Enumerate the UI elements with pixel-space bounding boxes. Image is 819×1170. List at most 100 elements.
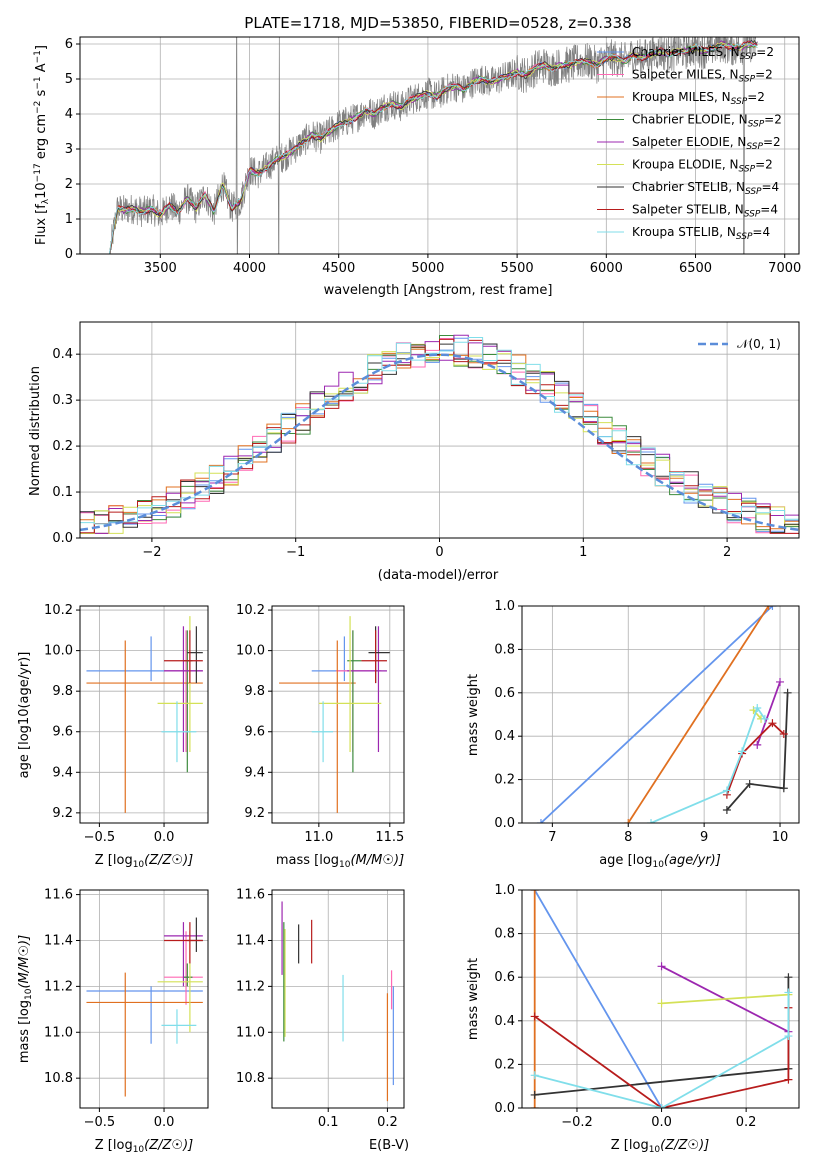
y-tick-label: 4 xyxy=(65,107,73,122)
weight-marker xyxy=(722,786,731,795)
x-tick-label: 1 xyxy=(579,545,587,560)
x-tick-label: −0.5 xyxy=(84,830,116,845)
x-tick-label: 4000 xyxy=(233,261,266,276)
x-tick-label: 0 xyxy=(435,545,443,560)
age-ylabel: age [log10(age/yr)] xyxy=(17,652,32,779)
histogram-step xyxy=(80,337,799,525)
legend-entry: Salpeter STELIB, NSSP=4 xyxy=(632,203,778,220)
weight-marker xyxy=(753,703,762,712)
normal-curve xyxy=(80,353,799,532)
x-tick-label: 0.1 xyxy=(318,1115,339,1130)
x-tick-label: −0.2 xyxy=(561,1115,593,1130)
y-tick-label: 0.2 xyxy=(494,773,515,788)
weight-Z-xlabel: Z [log10(Z/Z☉)] xyxy=(611,1138,709,1155)
mass-Z-ylabel: mass [log10(M/M☉)] xyxy=(17,935,34,1063)
x-tick-label: −1 xyxy=(286,545,305,560)
residuals-xlabel: (data-model)/error xyxy=(378,568,499,583)
x-tick-label: −2 xyxy=(142,545,161,560)
y-tick-label: 0.3 xyxy=(52,393,73,408)
legend-entry: Kroupa ELODIE, NSSP=2 xyxy=(632,158,773,175)
x-tick-label: 5500 xyxy=(501,261,534,276)
clipSpec-group xyxy=(109,37,758,254)
mass-ebv-axes: 0.1 0.2 10.8 11.0 11.2 11.4 11.6 xyxy=(236,888,404,1130)
weight-marker xyxy=(530,1090,539,1099)
y-tick-label: 9.8 xyxy=(244,684,265,699)
weight-marker xyxy=(784,988,793,997)
x-tick-label: 0.0 xyxy=(651,1115,672,1130)
clipweight-age-group xyxy=(536,606,792,823)
weight-line xyxy=(627,606,770,823)
age-mass-axes: 11.0 11.5 9.2 9.4 9.6 9.8 10.0 10.2 xyxy=(236,603,404,845)
y-tick-label: 5 xyxy=(65,72,73,87)
spectrum-legend: Chabrier MILES, NSSP=2 Salpeter MILES, NS… xyxy=(597,45,782,242)
y-tick-label: 0.4 xyxy=(494,729,515,744)
y-tick-label: 9.6 xyxy=(52,725,73,740)
residuals-frame xyxy=(79,321,800,539)
weight-marker xyxy=(647,819,656,823)
y-tick-label: 10.8 xyxy=(44,1071,73,1086)
x-tick-label: 11.0 xyxy=(304,830,333,845)
y-tick-label: 0.0 xyxy=(494,816,515,831)
weight-marker xyxy=(530,890,539,894)
spectrum-model-line xyxy=(109,43,758,254)
histogram-step xyxy=(80,343,799,534)
mass-ebv-frame xyxy=(271,889,405,1109)
clipweight-Z-group xyxy=(530,890,793,1108)
weight-age-frame xyxy=(521,605,800,824)
weight-marker xyxy=(779,730,788,739)
y-tick-label: 10.2 xyxy=(44,603,73,618)
clipMassZ-group xyxy=(86,917,203,1097)
y-tick-label: 2 xyxy=(65,177,73,192)
y-tick-label: 10.0 xyxy=(44,644,73,659)
weight-line xyxy=(726,692,789,811)
y-tick-label: 0.4 xyxy=(52,347,73,362)
y-tick-label: 9.2 xyxy=(52,806,73,821)
mass-Z-axes: −0.5 0.0 10.8 11.0 11.2 11.4 11.6 xyxy=(44,888,208,1130)
weight-marker xyxy=(536,819,545,823)
age-Z-axes: −0.5 0.0 9.2 9.4 9.6 9.8 10.0 10.2 xyxy=(44,603,208,845)
weight-age-ylabel: mass weight xyxy=(466,674,481,756)
spectrum-title: PLATE=1718, MJD=53850, FIBERID=0528, z=0… xyxy=(244,14,631,32)
legend-entry: Salpeter MILES, NSSP=2 xyxy=(632,68,773,85)
x-tick-label: 0.0 xyxy=(154,1115,175,1130)
weight-line xyxy=(540,606,774,823)
weight-marker xyxy=(768,606,777,610)
legend-entry: Kroupa STELIB, NSSP=4 xyxy=(632,225,770,242)
weight-line xyxy=(534,1007,790,1108)
weight-marker xyxy=(530,1012,539,1021)
y-tick-label: 1 xyxy=(65,212,73,227)
clipHist-group xyxy=(80,334,799,534)
weight-marker xyxy=(530,1104,539,1108)
weight-marker xyxy=(764,606,773,610)
y-tick-label: 11.4 xyxy=(236,933,265,948)
y-tick-label: 11.2 xyxy=(236,979,265,994)
x-tick-label: 0.0 xyxy=(154,830,175,845)
x-tick-label: 3500 xyxy=(144,261,177,276)
y-tick-label: 1.0 xyxy=(494,883,515,898)
weight-marker xyxy=(624,819,633,823)
weight-marker xyxy=(738,747,747,756)
x-tick-label: 5000 xyxy=(411,261,444,276)
weight-marker xyxy=(745,779,754,788)
x-tick-label: −0.5 xyxy=(84,1115,116,1130)
y-tick-label: 0.6 xyxy=(494,970,515,985)
y-tick-label: 11.6 xyxy=(236,888,265,903)
spectrum-xlabel: wavelength [Angstrom, rest frame] xyxy=(324,283,553,298)
weight-marker xyxy=(784,973,793,982)
weight-Z-axes: −0.2 0.0 0.2 0.0 0.2 0.4 0.6 0.8 1.0 xyxy=(494,883,799,1130)
legend-entry: Kroupa MILES, NSSP=2 xyxy=(632,90,765,107)
clipAgeZ-group xyxy=(86,616,203,813)
weight-marker xyxy=(783,688,792,697)
y-tick-label: 11.0 xyxy=(44,1025,73,1040)
x-tick-label: 2 xyxy=(723,545,731,560)
clipAgeM-group xyxy=(279,616,390,813)
y-tick-label: 9.4 xyxy=(52,765,73,780)
legend-entry: Chabrier ELODIE, NSSP=2 xyxy=(632,113,782,130)
spectrum-frame xyxy=(79,36,800,255)
age-mass-frame xyxy=(271,605,405,824)
weight-Z-frame xyxy=(521,889,800,1109)
x-tick-label: 0.2 xyxy=(377,1115,398,1130)
y-tick-label: 6 xyxy=(65,37,73,52)
y-tick-label: 0.0 xyxy=(52,531,73,546)
